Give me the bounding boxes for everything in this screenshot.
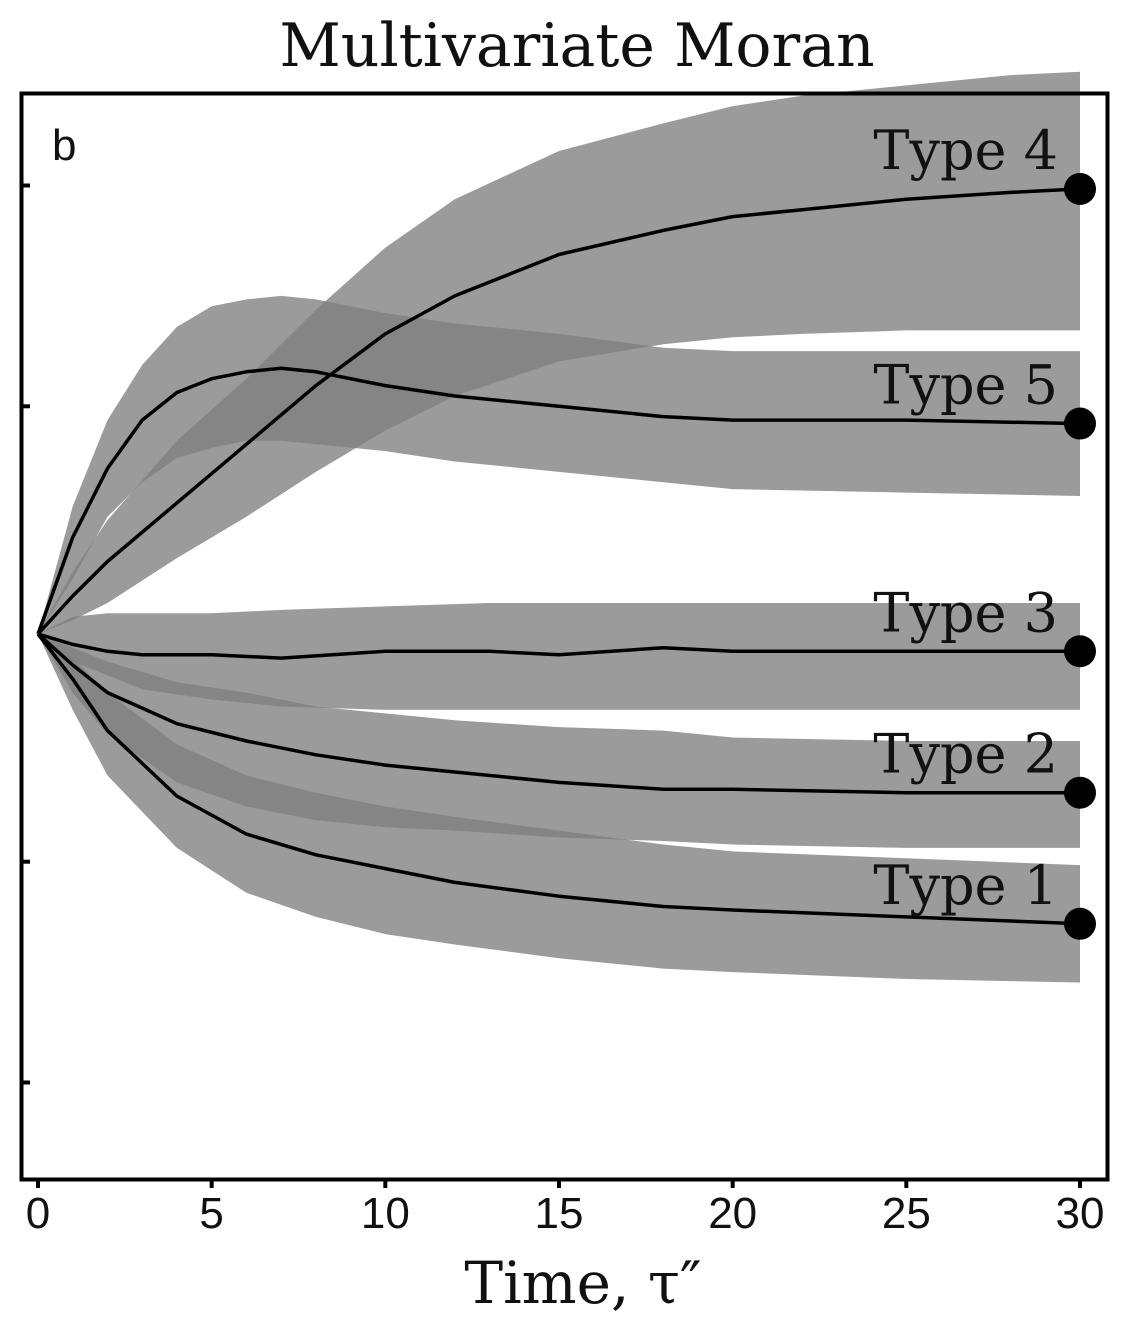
endpoint-markers [1064,172,1096,940]
x-tick-label: 25 [882,1189,931,1238]
endpoint-type-2 [1064,776,1096,809]
chart-title: Multivariate Moran [279,11,874,81]
endpoint-type-3 [1064,635,1096,668]
series-labels: Type 4 Type 5 Type 3 Type 2 Type 1 [873,119,1058,917]
label-type-1: Type 1 [873,854,1058,917]
x-tick-label: 10 [361,1189,410,1238]
line-type-5 [36,366,1081,635]
line-type-3 [37,632,1080,660]
band-type-3 [38,603,1080,710]
band-type-1 [38,634,1080,983]
line-type-2 [36,632,1080,795]
x-tick-label: 15 [535,1189,584,1238]
x-axis-ticks: 0 5 10 15 20 25 30 [26,1179,1105,1238]
mean-lines [36,187,1081,926]
confidence-bands [38,71,1080,983]
endpoint-type-5 [1064,407,1096,440]
line-type-1 [36,632,1081,926]
x-tick-label: 20 [708,1189,757,1238]
panel-label: b [52,121,76,170]
label-type-4: Type 4 [873,119,1058,182]
x-tick-label: 5 [199,1189,223,1238]
x-axis-label: Time, τ″ [464,1249,701,1317]
label-type-5: Type 5 [873,354,1058,417]
plot-frame [19,91,1110,1182]
x-tick-label: 0 [26,1189,50,1238]
endpoint-type-1 [1064,907,1096,940]
label-type-2: Type 2 [873,723,1058,786]
x-tick-label: 30 [1056,1189,1105,1238]
line-type-4 [36,187,1081,636]
label-type-3: Type 3 [873,581,1058,644]
endpoint-type-4 [1064,172,1096,205]
y-axis-ticks [21,183,30,1085]
band-type-5 [38,295,1080,634]
